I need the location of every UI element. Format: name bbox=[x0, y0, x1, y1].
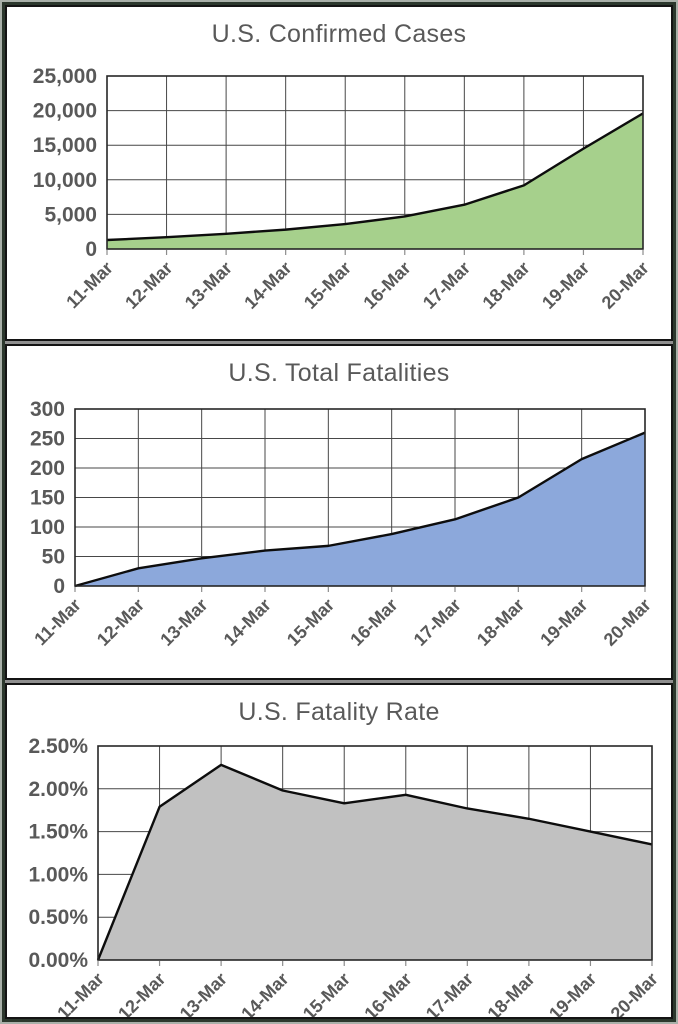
total-fatalities-title: U.S. Total Fatalities bbox=[228, 359, 450, 387]
y-tick-label: 300 bbox=[30, 398, 65, 421]
y-tick-label: 250 bbox=[30, 428, 65, 451]
x-tick-label: 19-Mar bbox=[538, 258, 593, 313]
y-tick-label: 20,000 bbox=[33, 100, 97, 123]
area-series bbox=[107, 113, 643, 249]
y-tick-label: 50 bbox=[42, 546, 65, 569]
series-line bbox=[96, 763, 653, 961]
area-series bbox=[98, 764, 652, 960]
y-tick-label: 2.50% bbox=[28, 735, 88, 758]
area-series bbox=[75, 432, 645, 586]
panel-fatality-rate: U.S. Fatality Rate 0.00% 0.50% 1.00% 1.50% 2… bbox=[5, 683, 673, 1019]
y-tick-label: 0.00% bbox=[28, 949, 88, 972]
x-tick-label: 18-Mar bbox=[479, 258, 534, 313]
x-axis-labels: 11-Mar 12-Mar 13-Mar 14-Mar 15-Mar 16-Mar 17-M… bbox=[53, 969, 662, 1019]
plot-border bbox=[74, 408, 646, 587]
y-tick-label: 0 bbox=[85, 238, 97, 261]
y-tick-label: 25,000 bbox=[33, 65, 97, 88]
x-tick-label: 16-Mar bbox=[346, 595, 401, 650]
x-tick-label: 13-Mar bbox=[156, 595, 211, 650]
y-tick-label: 15,000 bbox=[33, 134, 97, 157]
fatality-rate-title: U.S. Fatality Rate bbox=[238, 698, 440, 726]
y-axis-labels: 0.00% 0.50% 1.00% 1.50% 2.00% 2.50% bbox=[28, 735, 88, 972]
x-tick-label: 12-Mar bbox=[93, 595, 148, 650]
y-tick-label: 100 bbox=[30, 516, 65, 539]
fatality-rate-chart: 0.00% 0.50% 1.00% 1.50% 2.00% 2.50% 11-Mar 12-M… bbox=[28, 735, 661, 1017]
x-tick-label: 12-Mar bbox=[114, 969, 169, 1019]
x-axis-labels: 11-Mar 12-Mar 13-Mar 14-Mar 15-Mar 16-Mar 17-M… bbox=[62, 258, 652, 313]
x-tick-label: 16-Mar bbox=[359, 258, 414, 313]
x-tick-label: 11-Mar bbox=[53, 969, 107, 1019]
x-tick-marks bbox=[97, 961, 653, 966]
total-fatalities-chart: 0 50 100 150 200 250 300 11-Mar 12-Mar 13-Mar 14-M… bbox=[30, 398, 655, 650]
x-tick-label: 15-Mar bbox=[299, 969, 354, 1019]
x-tick-label: 20-Mar bbox=[598, 258, 653, 313]
x-tick-label: 11-Mar bbox=[30, 595, 84, 649]
y-tick-label: 2.00% bbox=[28, 778, 88, 801]
x-tick-label: 14-Mar bbox=[220, 595, 275, 650]
series-line bbox=[106, 112, 644, 242]
x-tick-label: 12-Mar bbox=[121, 258, 176, 313]
y-tick-label: 0 bbox=[53, 575, 65, 598]
x-tick-marks bbox=[106, 250, 644, 255]
x-tick-label: 18-Mar bbox=[484, 969, 539, 1019]
x-tick-label: 20-Mar bbox=[600, 595, 655, 650]
x-tick-label: 15-Mar bbox=[283, 595, 338, 650]
y-axis-labels: 0 50 100 150 200 250 300 bbox=[30, 398, 65, 598]
y-tick-label: 10,000 bbox=[33, 169, 97, 192]
x-tick-label: 18-Mar bbox=[473, 595, 528, 650]
y-tick-label: 150 bbox=[30, 487, 65, 510]
y-tick-label: 200 bbox=[30, 457, 65, 480]
confirmed-cases-chart: 0 5,000 10,000 15,000 20,000 25,000 11-Mar 12-M… bbox=[33, 65, 653, 313]
x-tick-label: 13-Mar bbox=[181, 258, 236, 313]
x-tick-label: 14-Mar bbox=[237, 969, 292, 1019]
confirmed-cases-title: U.S. Confirmed Cases bbox=[211, 20, 467, 48]
x-tick-label: 17-Mar bbox=[419, 258, 474, 313]
x-tick-label: 17-Mar bbox=[410, 595, 465, 650]
x-tick-label: 17-Mar bbox=[422, 969, 477, 1019]
panel-total-fatalities: U.S. Total Fatalities 0 50 100 150 200 250 300… bbox=[5, 344, 673, 680]
x-tick-label: 19-Mar bbox=[545, 969, 600, 1019]
x-tick-label: 14-Mar bbox=[240, 258, 295, 313]
y-tick-label: 1.50% bbox=[28, 821, 88, 844]
y-tick-label: 0.50% bbox=[28, 906, 88, 929]
plot-border bbox=[97, 745, 653, 961]
panel-confirmed-cases: U.S. Confirmed Cases 0 5,000 10,000 15,000 2… bbox=[5, 5, 673, 341]
x-tick-label: 11-Mar bbox=[62, 258, 116, 312]
series-line bbox=[74, 431, 646, 588]
x-tick-marks bbox=[74, 587, 646, 592]
x-tick-label: 13-Mar bbox=[176, 969, 231, 1019]
plot-border bbox=[106, 75, 644, 250]
x-tick-label: 16-Mar bbox=[360, 969, 415, 1019]
x-tick-label: 19-Mar bbox=[536, 595, 591, 650]
x-tick-label: 20-Mar bbox=[607, 969, 662, 1019]
x-tick-label: 15-Mar bbox=[300, 258, 355, 313]
y-axis-labels: 0 5,000 10,000 15,000 20,000 25,000 bbox=[33, 65, 97, 261]
x-axis-labels: 11-Mar 12-Mar 13-Mar 14-Mar 15-Mar 16-Mar 17-M… bbox=[30, 595, 654, 650]
y-tick-label: 5,000 bbox=[44, 203, 97, 226]
y-tick-label: 1.00% bbox=[28, 863, 88, 886]
